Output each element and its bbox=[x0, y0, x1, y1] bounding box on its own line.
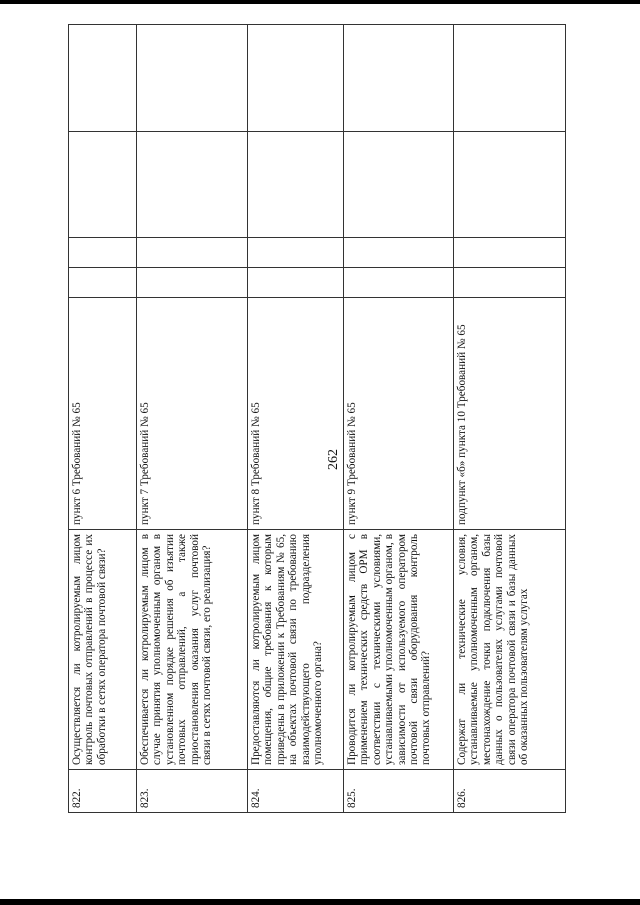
row-number: 825. bbox=[343, 769, 454, 813]
table-row: 825. Проводится ли котролируемым лицом с … bbox=[343, 24, 454, 813]
empty-cell bbox=[453, 237, 566, 268]
empty-cell bbox=[453, 267, 566, 298]
empty-cell bbox=[247, 24, 344, 132]
empty-cell bbox=[247, 131, 344, 238]
empty-cell bbox=[343, 24, 454, 132]
empty-cell bbox=[136, 237, 248, 268]
empty-cell bbox=[343, 131, 454, 238]
empty-cell bbox=[136, 267, 248, 298]
scan-edge-top bbox=[0, 0, 640, 4]
empty-cell bbox=[343, 267, 454, 298]
empty-cell bbox=[68, 131, 137, 238]
empty-cell bbox=[453, 131, 566, 238]
row-number: 822. bbox=[68, 769, 137, 813]
empty-cell bbox=[136, 131, 248, 238]
row-number: 826. bbox=[453, 769, 566, 813]
empty-cell bbox=[68, 24, 137, 132]
empty-cell bbox=[247, 267, 344, 298]
empty-cell bbox=[68, 267, 137, 298]
table-row: 824. Предоставляются ли котролируемым лиц… bbox=[247, 24, 344, 813]
question-cell: Предоставляются ли котролируемым лицом п… bbox=[247, 529, 344, 770]
reference-cell: пункт 8 Требований № 65 bbox=[247, 297, 344, 530]
reference-cell: пункт 9 Требований № 65 bbox=[343, 297, 454, 530]
scan-edge-bottom bbox=[0, 899, 640, 905]
table-row: 826. Содержат ли технические условия, уст… bbox=[453, 24, 566, 813]
reference-cell: подпункт «б» пункта 10 Требований № 65 bbox=[453, 297, 566, 530]
empty-cell bbox=[453, 24, 566, 132]
reference-cell: пункт 7 Требований № 65 bbox=[136, 297, 248, 530]
reference-cell: пункт 6 Требований № 65 bbox=[68, 297, 137, 530]
question-cell: Проводится ли котролируемым лицом с прим… bbox=[343, 529, 454, 770]
row-number: 823. bbox=[136, 769, 248, 813]
question-cell: Содержат ли технические условия, устанав… bbox=[453, 529, 566, 770]
table-row: 823. Обеспечивается ли котролируемым лицо… bbox=[136, 24, 248, 813]
empty-cell bbox=[68, 237, 137, 268]
question-cell: Осуществляется ли котролируемым лицом ко… bbox=[68, 529, 137, 770]
row-number: 824. bbox=[247, 769, 344, 813]
empty-cell bbox=[247, 237, 344, 268]
checklist-table: 822. Осуществляется ли котролируемым лицо… bbox=[68, 24, 566, 813]
empty-cell bbox=[343, 237, 454, 268]
question-cell: Обеспечивается ли котролируемым лицом в … bbox=[136, 529, 248, 770]
table-row: 822. Осуществляется ли котролируемым лицо… bbox=[68, 24, 137, 813]
empty-cell bbox=[136, 24, 248, 132]
